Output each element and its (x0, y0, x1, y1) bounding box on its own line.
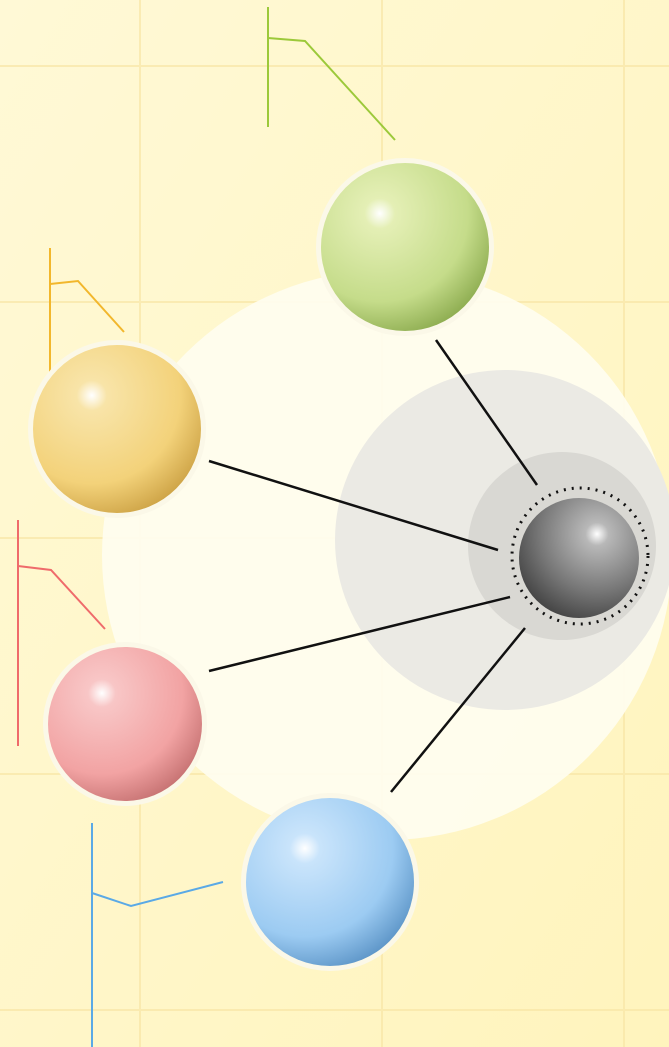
hub-sphere (519, 498, 639, 618)
yellow-sphere (33, 345, 201, 513)
diagram (0, 0, 669, 1047)
page (0, 0, 669, 1047)
blue-sphere (246, 798, 414, 966)
green-sphere (321, 163, 489, 331)
pink-sphere (48, 647, 202, 801)
